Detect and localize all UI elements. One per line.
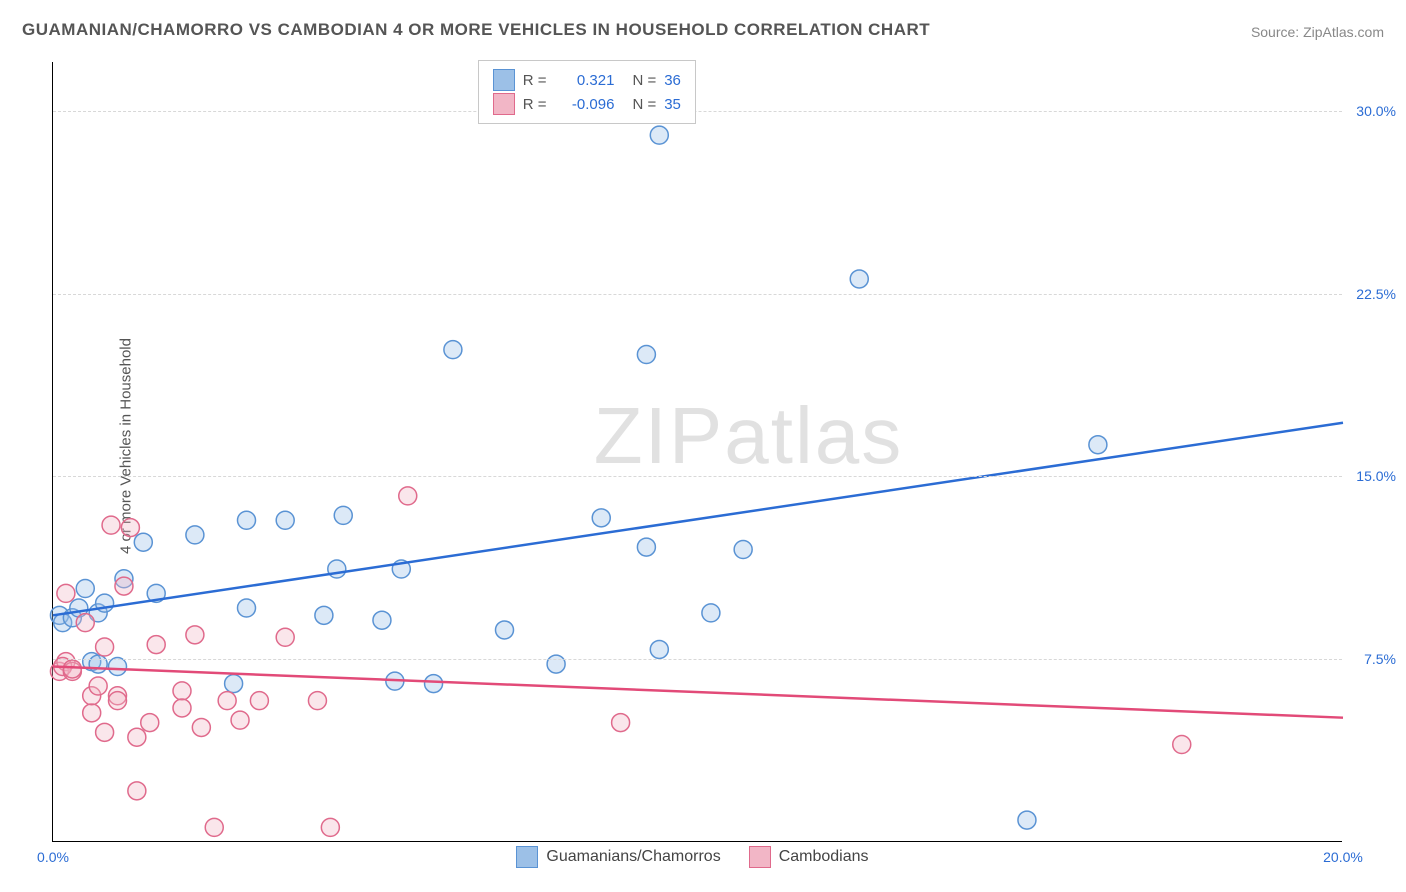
data-point [128, 728, 146, 746]
data-point [89, 655, 107, 673]
data-point [238, 599, 256, 617]
data-point [186, 526, 204, 544]
gridline [53, 294, 1342, 295]
data-point [850, 270, 868, 288]
data-point [128, 782, 146, 800]
source-label: Source: ZipAtlas.com [1251, 24, 1384, 40]
y-tick-label: 30.0% [1356, 103, 1396, 119]
series-swatch [493, 93, 515, 115]
n-label: N = [632, 72, 656, 89]
correlation-row: R = 0.321 N = 36 [493, 69, 681, 91]
data-point [76, 614, 94, 632]
data-point [592, 509, 610, 527]
data-point [57, 584, 75, 602]
gridline [53, 111, 1342, 112]
data-point [734, 541, 752, 559]
r-value: 0.321 [554, 72, 614, 89]
legend-swatch [749, 846, 771, 868]
data-point [115, 577, 133, 595]
data-point [96, 638, 114, 656]
data-point [250, 692, 268, 710]
data-point [496, 621, 514, 639]
plot-area: 7.5%15.0%22.5%30.0%0.0%20.0% [52, 62, 1342, 842]
data-point [218, 692, 236, 710]
data-point [276, 628, 294, 646]
data-point [1173, 736, 1191, 754]
data-point [173, 699, 191, 717]
data-point [425, 675, 443, 693]
correlation-row: R = -0.096 N = 35 [493, 93, 681, 115]
legend-item: Guamanians/Chamorros [516, 846, 720, 868]
data-point [650, 640, 668, 658]
data-point [612, 714, 630, 732]
data-point [147, 636, 165, 654]
data-point [96, 723, 114, 741]
legend: Guamanians/Chamorros Cambodians [516, 846, 868, 868]
data-point [399, 487, 417, 505]
x-tick-label: 0.0% [37, 849, 69, 865]
data-point [1089, 436, 1107, 454]
legend-swatch [516, 846, 538, 868]
data-point [328, 560, 346, 578]
data-point [83, 704, 101, 722]
r-value: -0.096 [554, 96, 614, 113]
r-label: R = [523, 96, 547, 113]
data-point [321, 818, 339, 836]
data-point [547, 655, 565, 673]
data-point [63, 660, 81, 678]
correlation-box: R = 0.321 N = 36 R = -0.096 N = 35 [478, 60, 696, 124]
data-point [231, 711, 249, 729]
r-label: R = [523, 72, 547, 89]
data-point [334, 506, 352, 524]
data-point [186, 626, 204, 644]
data-point [225, 675, 243, 693]
chart-svg [53, 62, 1342, 841]
data-point [650, 126, 668, 144]
y-tick-label: 7.5% [1364, 651, 1396, 667]
data-point [637, 538, 655, 556]
data-point [109, 692, 127, 710]
y-tick-label: 22.5% [1356, 286, 1396, 302]
data-point [1018, 811, 1036, 829]
n-value: 36 [664, 72, 681, 89]
data-point [192, 718, 210, 736]
data-point [444, 341, 462, 359]
data-point [308, 692, 326, 710]
n-value: 35 [664, 96, 681, 113]
data-point [89, 677, 107, 695]
legend-item: Cambodians [749, 846, 869, 868]
x-tick-label: 20.0% [1323, 849, 1363, 865]
data-point [102, 516, 120, 534]
data-point [121, 519, 139, 537]
data-point [141, 714, 159, 732]
gridline [53, 476, 1342, 477]
data-point [76, 580, 94, 598]
data-point [134, 533, 152, 551]
legend-label: Cambodians [779, 848, 869, 866]
data-point [205, 818, 223, 836]
data-point [637, 346, 655, 364]
data-point [173, 682, 191, 700]
data-point [702, 604, 720, 622]
data-point [315, 606, 333, 624]
regression-line [53, 667, 1343, 718]
data-point [373, 611, 391, 629]
y-tick-label: 15.0% [1356, 468, 1396, 484]
data-point [238, 511, 256, 529]
chart-title: GUAMANIAN/CHAMORRO VS CAMBODIAN 4 OR MOR… [22, 20, 930, 40]
gridline [53, 659, 1342, 660]
data-point [109, 658, 127, 676]
data-point [276, 511, 294, 529]
legend-label: Guamanians/Chamorros [546, 848, 720, 866]
n-label: N = [632, 96, 656, 113]
series-swatch [493, 69, 515, 91]
